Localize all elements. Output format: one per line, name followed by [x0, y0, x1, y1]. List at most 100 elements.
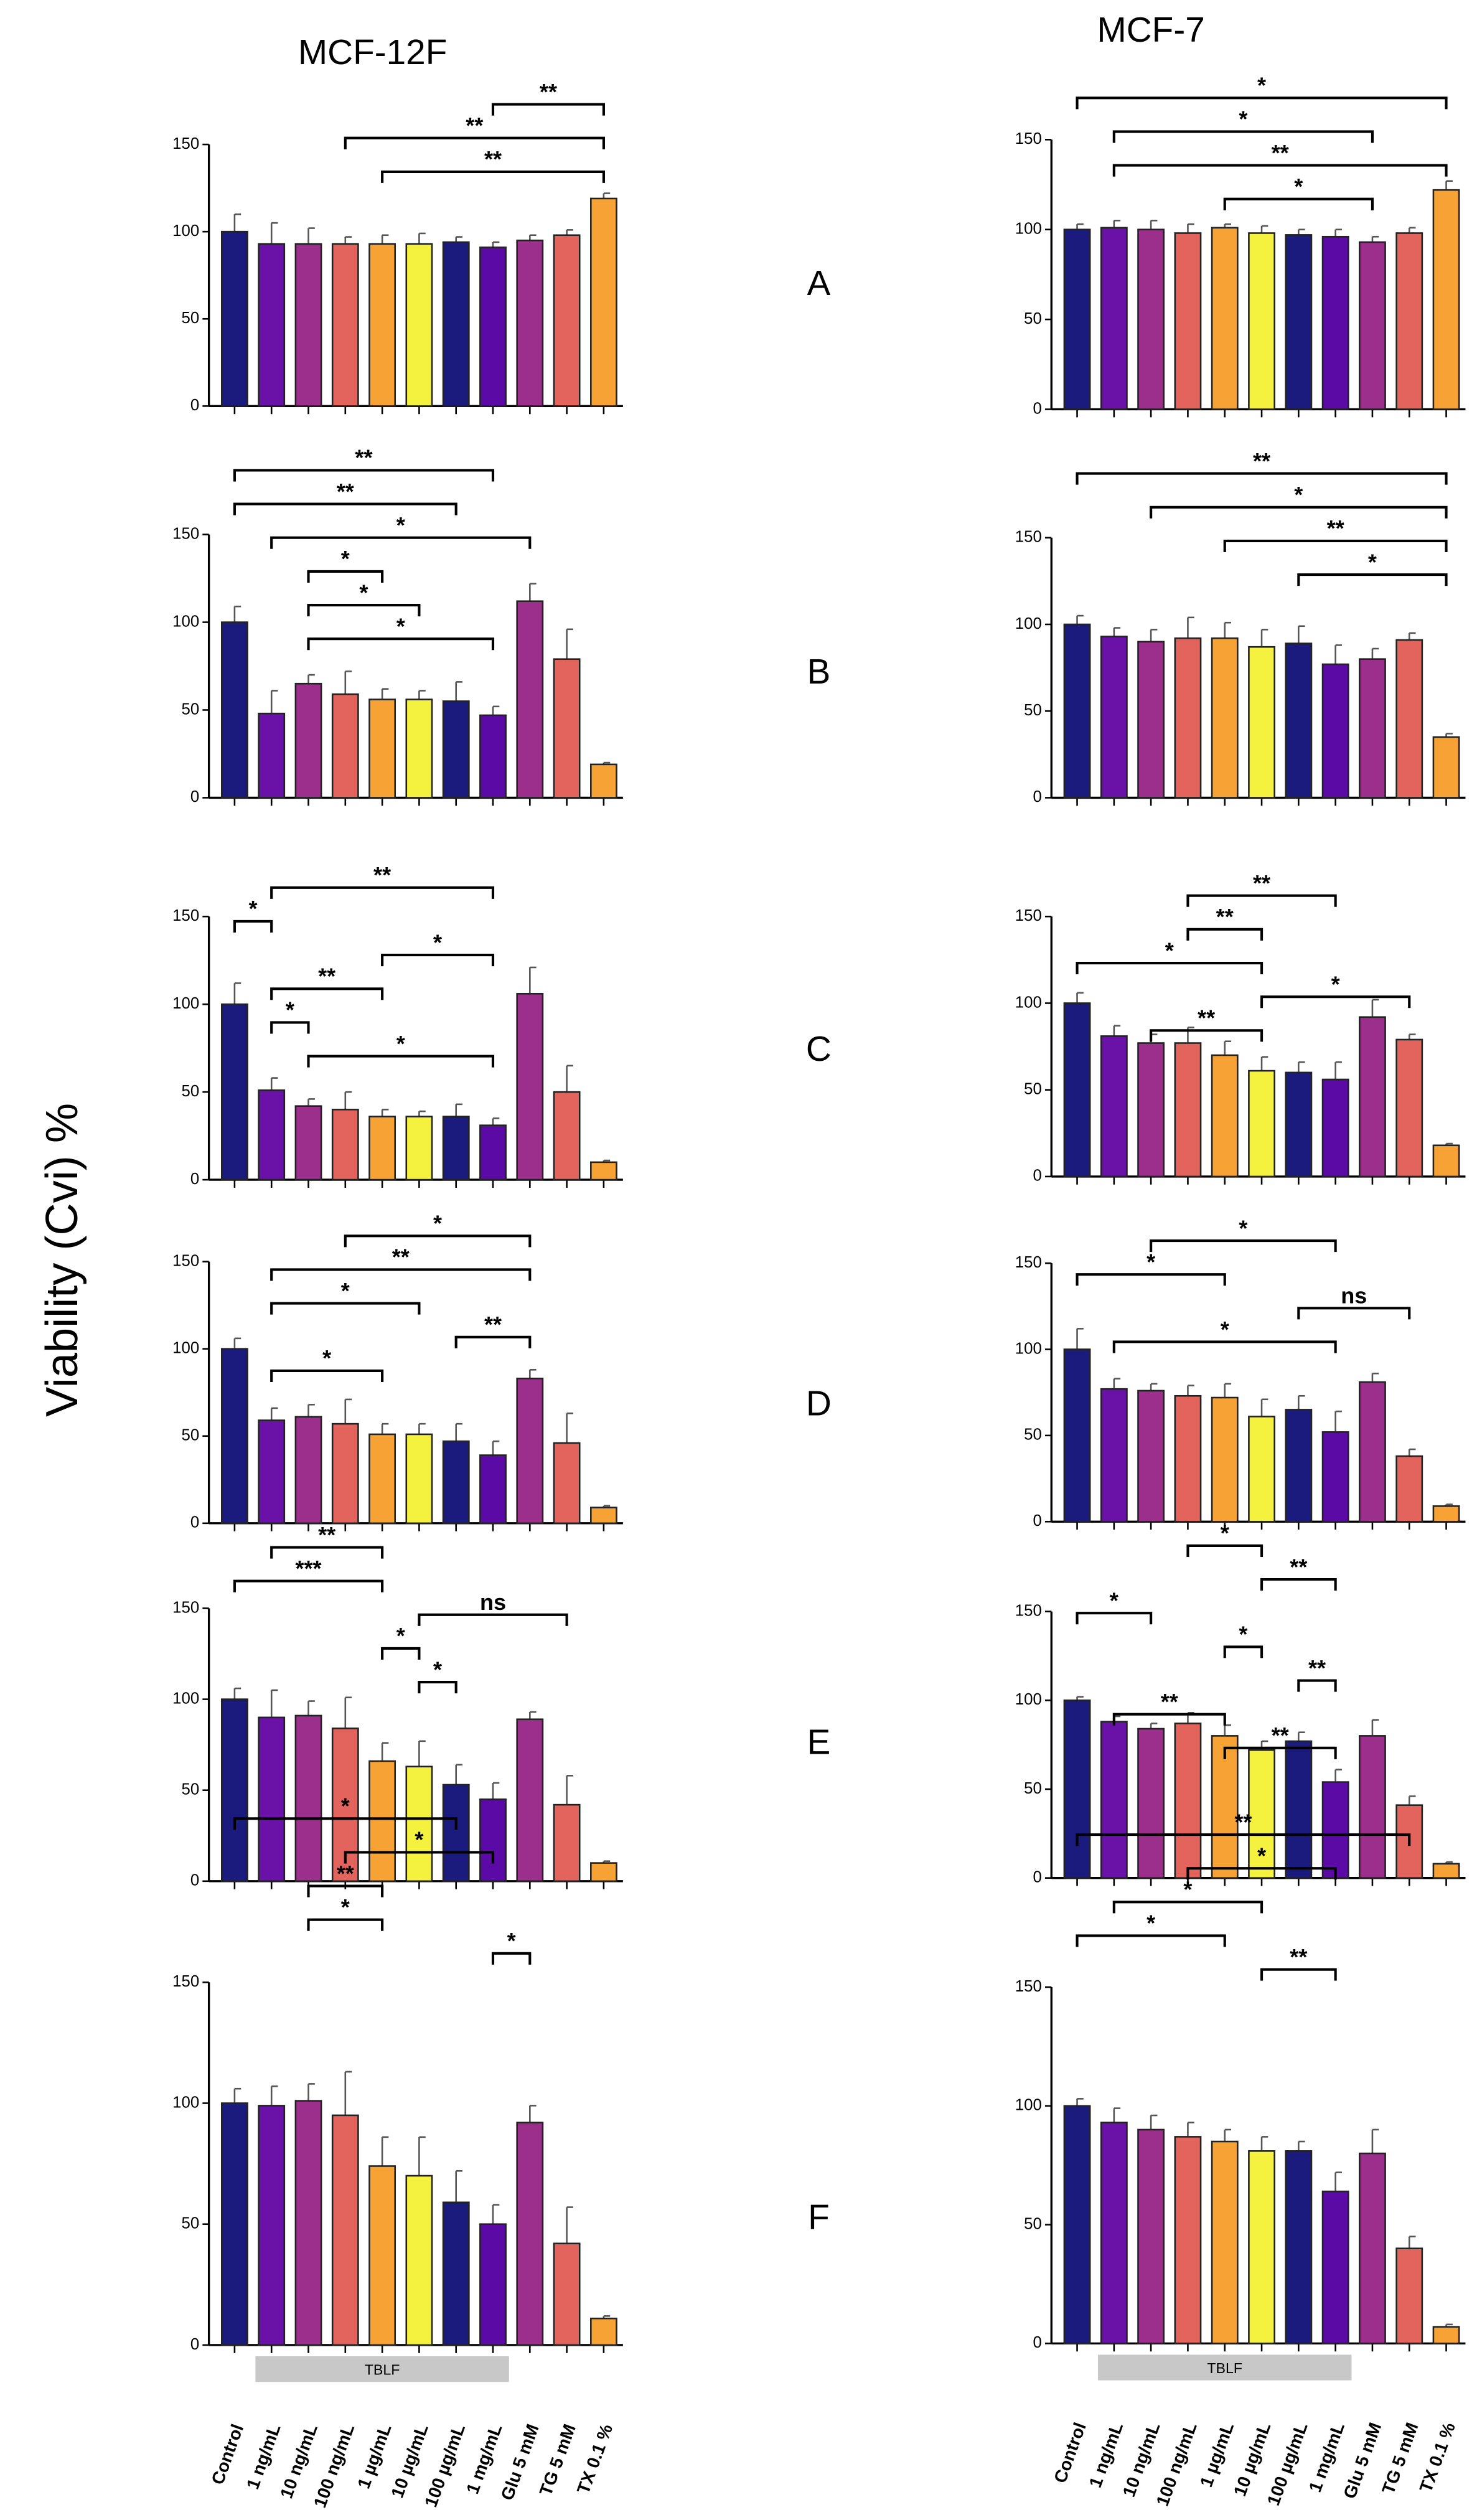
bar [1321, 2190, 1349, 2344]
bar [1211, 1054, 1239, 1178]
column-title: MCF-7 [1097, 11, 1204, 50]
significance-label: ** [318, 964, 335, 989]
significance-label: * [396, 1031, 405, 1056]
significance-bracket [1076, 96, 1448, 110]
significance-label: ** [392, 1244, 410, 1270]
x-tick-label: Control [208, 2422, 248, 2488]
bar [294, 243, 322, 407]
bar [1174, 637, 1202, 799]
significance-bracket [233, 469, 495, 482]
significance-bracket [1297, 573, 1448, 586]
significance-label: * [1257, 1843, 1266, 1868]
bar [331, 243, 359, 407]
significance-bracket [233, 1817, 457, 1830]
bar [1285, 1071, 1313, 1178]
significance-bracket [1150, 1239, 1337, 1253]
x-tick-label: 1 µg/mL [354, 2422, 396, 2491]
x-tick-label: 1 ng/mL [1085, 2420, 1127, 2490]
bar [516, 239, 544, 407]
group-band [255, 2356, 509, 2382]
significance-bracket [1150, 505, 1448, 519]
significance-label: * [1239, 106, 1247, 132]
significance-bracket [1112, 1340, 1337, 1353]
bar [1174, 232, 1202, 410]
bar [590, 197, 617, 407]
bar [1100, 1035, 1128, 1178]
bar [516, 1378, 544, 1525]
significance-label: * [1146, 1249, 1155, 1274]
bar [294, 1416, 322, 1525]
panel-label: B [807, 652, 830, 692]
significance-label: ** [1161, 1689, 1178, 1714]
significance-label: * [1239, 1622, 1247, 1647]
y-tick-label: 150 [1015, 1978, 1042, 1995]
bar [1137, 1389, 1165, 1523]
bar [479, 1454, 507, 1525]
bar [1432, 189, 1460, 410]
significance-bracket [1112, 130, 1374, 143]
y-tick-label: 150 [172, 1599, 199, 1616]
significance-label: ** [1272, 140, 1289, 166]
bar [1359, 1381, 1386, 1523]
bar [516, 992, 544, 1181]
significance-label: ** [318, 1522, 335, 1548]
y-tick-label: 100 [1015, 1691, 1042, 1708]
bar [1174, 1042, 1202, 1178]
significance-label: ns [480, 1589, 506, 1615]
y-tick-label: 50 [1024, 702, 1042, 719]
bar [1359, 241, 1386, 410]
y-tick-label: 50 [182, 1427, 200, 1444]
significance-bracket [1150, 1029, 1264, 1042]
y-tick-label: 0 [1033, 1512, 1041, 1530]
bar [442, 2201, 470, 2346]
y-tick-label: 0 [1033, 788, 1041, 806]
bar [1432, 736, 1460, 799]
bar [553, 1803, 581, 1883]
bar [331, 2114, 359, 2346]
significance-bracket [344, 136, 605, 149]
y-tick-label: 150 [172, 907, 199, 924]
y-tick-label: 50 [1024, 2215, 1042, 2232]
significance-bracket [344, 1851, 495, 1864]
significance-bracket [233, 1579, 384, 1592]
bar [590, 763, 617, 799]
bar [1248, 646, 1275, 799]
significance-label: ** [1290, 1944, 1307, 1970]
significance-bracket [270, 886, 495, 899]
significance-label: * [359, 580, 368, 605]
bar [516, 2122, 544, 2346]
y-tick-label: 100 [172, 995, 199, 1012]
y-tick-label: 0 [190, 2336, 199, 2353]
significance-bracket [381, 1647, 421, 1660]
bar [331, 1422, 359, 1525]
significance-label: ** [1234, 1809, 1252, 1835]
significance-bracket [1186, 928, 1264, 941]
significance-bracket [307, 1884, 384, 1897]
bar [405, 698, 433, 799]
bar [1137, 1728, 1165, 1879]
bar [1248, 2150, 1275, 2344]
bar [1063, 228, 1091, 410]
y-tick-label: 150 [172, 1252, 199, 1269]
bar [1137, 228, 1165, 410]
x-tick-label: 1 ng/mL [243, 2422, 284, 2492]
y-tick-label: 0 [190, 788, 199, 806]
significance-bracket [307, 603, 421, 617]
significance-bracket [1223, 1645, 1264, 1658]
y-tick-label: 0 [1033, 1868, 1041, 1886]
bar [258, 712, 286, 799]
bar [405, 243, 433, 407]
significance-label: ** [1253, 448, 1270, 474]
bar [405, 1116, 433, 1181]
bar [516, 1718, 544, 1883]
bar [590, 1507, 617, 1525]
bar [1211, 637, 1239, 799]
significance-label: * [341, 1794, 350, 1819]
y-tick-label: 0 [1033, 2334, 1041, 2351]
y-tick-label: 50 [1024, 1426, 1042, 1444]
significance-bracket [344, 1234, 532, 1248]
significance-bracket [1186, 1544, 1264, 1557]
significance-bracket [1112, 1713, 1226, 1726]
